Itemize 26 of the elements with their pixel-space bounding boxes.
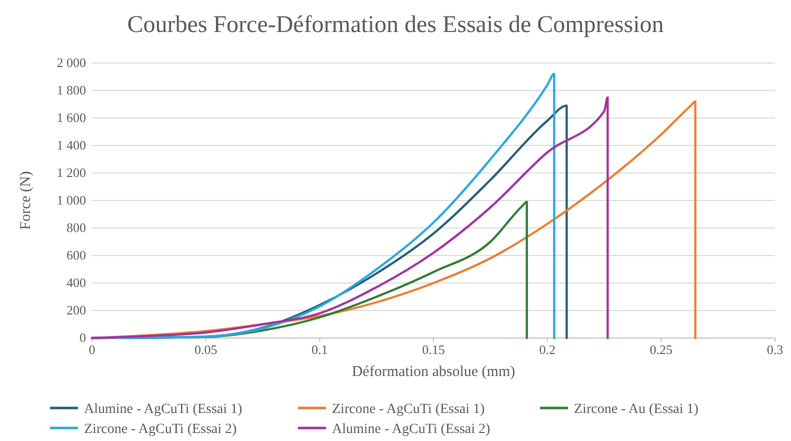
y-tick-label: 1 200: [56, 165, 86, 180]
y-axis-title: Force (N): [18, 171, 34, 230]
x-tick-label: 0.3: [766, 342, 784, 358]
x-tick-label: 0: [88, 342, 96, 358]
legend-label: Zircone - AgCuTi (Essai 1): [332, 402, 486, 417]
y-tick-label: 1 800: [56, 82, 86, 98]
x-tick-label: 0.1: [312, 342, 328, 358]
legend-label: Alumine - AgCuTi (Essai 2): [332, 422, 490, 437]
chart-title: Courbes Force-Déformation des Essais de Compression: [127, 12, 664, 38]
y-tick-label: 800: [66, 220, 86, 236]
x-tick-label: 0.25: [650, 342, 673, 358]
x-tick-label: 0.2: [539, 342, 556, 358]
y-tick-label: 1 600: [56, 110, 86, 126]
y-tick-label: 1 000: [56, 192, 86, 208]
y-tick-label: 1 400: [56, 138, 86, 153]
y-tick-label: 200: [66, 302, 86, 318]
legend-label: Zircone - AgCuTi (Essai 2): [84, 422, 238, 437]
x-tick-label: 0.05: [194, 342, 218, 358]
y-tick-label: 2 000: [56, 55, 86, 70]
x-axis-title: Déformation absolue (mm): [352, 364, 516, 380]
y-tick-label: 0: [80, 330, 86, 346]
y-tick-label: 600: [66, 248, 86, 263]
legend-label: Zircone - Au (Essai 1): [574, 402, 699, 417]
x-tick-label: 0.15: [422, 342, 445, 358]
y-tick-label: 400: [66, 275, 86, 290]
legend-label: Alumine - AgCuTi (Essai 1): [84, 402, 242, 417]
